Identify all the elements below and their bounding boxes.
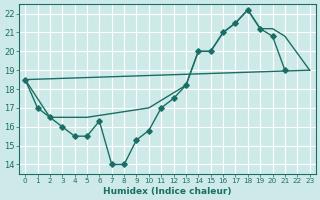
X-axis label: Humidex (Indice chaleur): Humidex (Indice chaleur) (103, 187, 232, 196)
